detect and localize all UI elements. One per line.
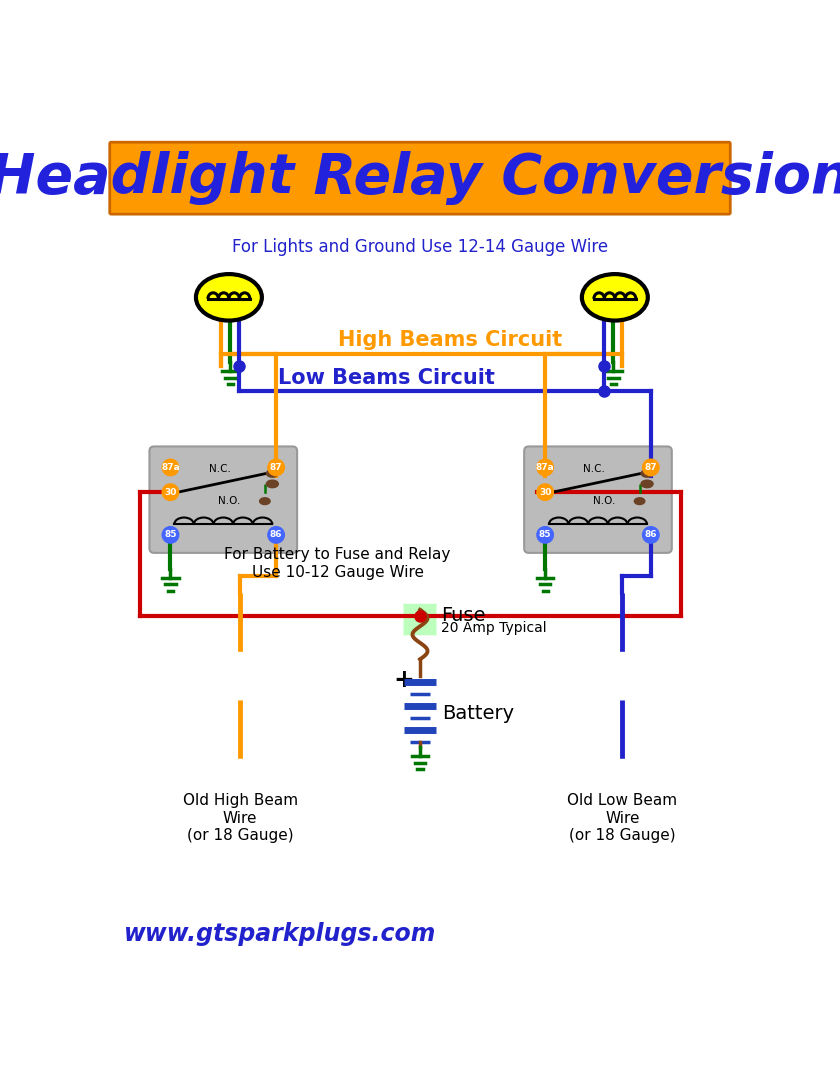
Ellipse shape [582,274,648,321]
Text: Low Beams Circuit: Low Beams Circuit [277,367,495,387]
Text: Battery: Battery [443,703,515,723]
Text: Fuse: Fuse [441,607,486,625]
Text: Old High Beam
Wire
(or 18 Gauge): Old High Beam Wire (or 18 Gauge) [182,794,297,844]
Text: 87: 87 [644,463,657,472]
Circle shape [643,526,659,544]
Text: High Beams Circuit: High Beams Circuit [338,330,562,350]
Text: N.O.: N.O. [593,496,615,507]
Circle shape [162,459,179,476]
Text: 20 Amp Typical: 20 Amp Typical [441,621,547,635]
Circle shape [643,459,659,476]
FancyBboxPatch shape [403,602,437,637]
Circle shape [268,459,285,476]
Text: 86: 86 [270,530,282,539]
Circle shape [537,526,554,544]
Ellipse shape [634,498,645,504]
Circle shape [162,484,179,500]
Circle shape [537,484,554,500]
Text: 85: 85 [539,530,551,539]
Text: 87a: 87a [161,463,180,472]
Circle shape [268,526,285,544]
Ellipse shape [641,470,653,477]
Ellipse shape [266,480,278,488]
Circle shape [537,459,554,476]
Ellipse shape [266,470,278,477]
Text: 87: 87 [270,463,282,472]
Text: For Battery to Fuse and Relay
Use 10-12 Gauge Wire: For Battery to Fuse and Relay Use 10-12 … [224,547,451,579]
Text: 30: 30 [165,488,176,497]
Text: +: + [393,669,414,692]
Ellipse shape [260,498,270,504]
FancyBboxPatch shape [524,447,672,553]
Text: 85: 85 [164,530,176,539]
Text: N.C.: N.C. [583,464,605,474]
Text: Old Low Beam
Wire
(or 18 Gauge): Old Low Beam Wire (or 18 Gauge) [567,794,677,844]
Text: 87a: 87a [536,463,554,472]
FancyBboxPatch shape [150,447,297,553]
FancyBboxPatch shape [110,142,730,214]
Ellipse shape [641,480,653,488]
Text: 86: 86 [644,530,657,539]
Text: Headlight Relay Conversion: Headlight Relay Conversion [0,151,840,205]
Text: N.C.: N.C. [208,464,230,474]
Circle shape [162,526,179,544]
Text: www.gtsparkplugs.com: www.gtsparkplugs.com [124,922,436,947]
Text: N.O.: N.O. [218,496,240,507]
Text: 30: 30 [539,488,551,497]
Text: For Lights and Ground Use 12-14 Gauge Wire: For Lights and Ground Use 12-14 Gauge Wi… [232,238,608,257]
Ellipse shape [196,274,262,321]
